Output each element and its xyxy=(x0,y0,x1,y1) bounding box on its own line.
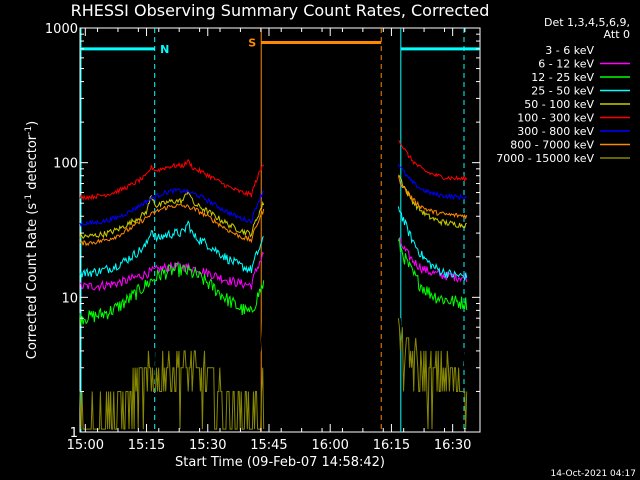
series-line-6 xyxy=(398,140,468,182)
series-line-3 xyxy=(79,262,265,325)
y-axis-label: Corrected Count Rate (s-1 detector-1) xyxy=(24,121,40,359)
legend-label-1: 3 - 6 keV xyxy=(545,44,594,57)
axes: 15:00 15:15 15:30 15:45 16:00 16:15 16:30 1 10 10… xyxy=(45,22,480,453)
series-line-1 xyxy=(397,318,467,392)
legend-title-line2: Att 0 xyxy=(604,28,630,41)
x-tick-label: 16:00 xyxy=(311,438,348,453)
y-axis-label-main: Corrected Count Rate (s xyxy=(25,203,40,360)
y-tick-label: 10 xyxy=(61,291,78,306)
series-line-5 xyxy=(79,190,265,240)
legend-label-3: 12 - 25 keV xyxy=(531,71,594,84)
y-axis-label-sup2: -1 xyxy=(24,126,34,135)
series-line-4 xyxy=(397,206,468,281)
series-layer xyxy=(79,140,468,430)
plot-area xyxy=(79,27,481,433)
night-label: N xyxy=(160,43,169,56)
series-line-9 xyxy=(397,318,468,430)
y-tick-label: 1000 xyxy=(45,22,78,37)
chart-title: RHESSI Observing Summary Count Rates, Co… xyxy=(71,1,490,20)
legend-label-9: 7000 - 15000 keV xyxy=(496,152,594,165)
saa-label: S xyxy=(248,37,256,50)
legend-label-4: 25 - 50 keV xyxy=(531,85,594,98)
legend-title-line1: Det 1,3,4,5,6,9, xyxy=(544,16,630,29)
y-tick-label: 1 xyxy=(70,426,78,441)
y-axis-label-end: ) xyxy=(25,121,40,126)
y-axis-label-mid: detector xyxy=(25,134,40,194)
x-tick-label: 16:15 xyxy=(373,438,410,453)
y-axis-label-sup1: -1 xyxy=(24,194,34,203)
series-line-7 xyxy=(397,163,467,201)
series-line-1 xyxy=(80,318,265,392)
y-tick-label: 100 xyxy=(53,157,78,172)
x-tick-label: 16:30 xyxy=(434,438,471,453)
footer-timestamp: 14-Oct-2021 04:17 xyxy=(551,469,636,479)
x-tick-label: 15:30 xyxy=(189,438,226,453)
series-line-8 xyxy=(397,176,468,220)
x-axis-label: Start Time (09-Feb-07 14:58:42) xyxy=(175,455,385,470)
x-tick-label: 15:45 xyxy=(250,438,287,453)
x-tick-label: 15:00 xyxy=(67,438,104,453)
legend-label-5: 50 - 100 keV xyxy=(524,98,594,111)
legend-label-6: 100 - 300 keV xyxy=(517,112,594,125)
legend-label-2: 6 - 12 keV xyxy=(538,58,594,71)
series-line-8 xyxy=(79,203,265,247)
legend-label-8: 800 - 7000 keV xyxy=(510,139,594,152)
legend-label-7: 300 - 800 keV xyxy=(517,125,594,138)
series-line-9 xyxy=(79,350,265,430)
plot-border xyxy=(79,27,481,433)
x-tick-label: 15:15 xyxy=(128,438,165,453)
series-line-4 xyxy=(79,220,264,278)
series-line-2 xyxy=(79,251,265,292)
series-line-3 xyxy=(397,237,468,310)
series-line-7 xyxy=(79,187,265,228)
series-line-6 xyxy=(79,158,265,202)
